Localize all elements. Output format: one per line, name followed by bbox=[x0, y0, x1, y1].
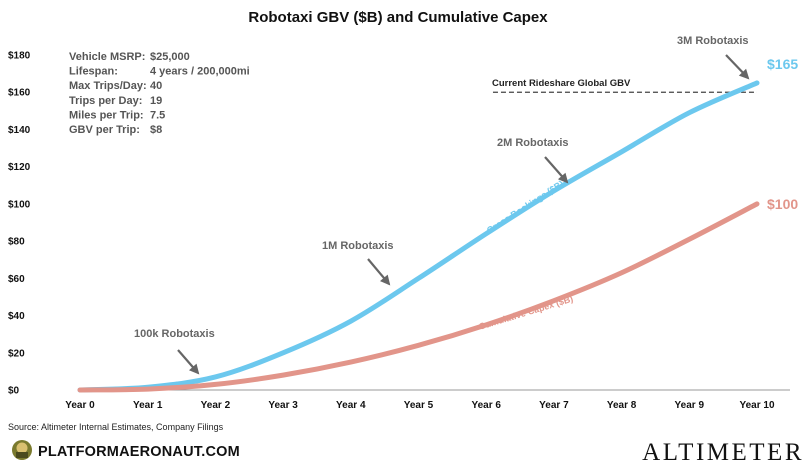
y-axis-ticks: $0 $20 $40 $60 $80 $100 $120 $140 $160 $180 bbox=[8, 51, 31, 397]
y-tick-label: $80 bbox=[8, 237, 25, 248]
y-tick-label: $0 bbox=[8, 386, 20, 397]
robotaxi-annotation: 3M Robotaxis bbox=[677, 35, 749, 47]
series-inline-label: Gross Bookings ($B) bbox=[485, 178, 566, 235]
series-end-label: $100 bbox=[767, 196, 798, 212]
y-tick-label: $100 bbox=[8, 199, 31, 210]
reference-line-label: Current Rideshare Global GBV bbox=[492, 78, 631, 89]
assumption-label: Lifespan: bbox=[69, 66, 118, 78]
capex-series-line bbox=[77, 201, 760, 393]
x-tick-label: Year 9 bbox=[675, 400, 705, 411]
x-tick-label: Year 2 bbox=[201, 400, 231, 411]
astronaut-body-icon bbox=[16, 452, 28, 458]
gbv-series-line bbox=[77, 80, 760, 393]
y-tick-label: $120 bbox=[8, 162, 31, 173]
platformaeronaut-logo bbox=[12, 440, 32, 460]
robotaxi-annotation: 2M Robotaxis bbox=[497, 137, 569, 149]
assumption-label: Max Trips/Day: bbox=[69, 80, 147, 92]
annotation-arrowhead-icon bbox=[188, 363, 200, 375]
x-tick-label: Year 10 bbox=[739, 400, 774, 411]
y-tick-label: $60 bbox=[8, 274, 25, 285]
annotation-arrowhead-icon bbox=[738, 68, 750, 80]
assumption-value: 40 bbox=[150, 80, 162, 92]
series-end-label: $165 bbox=[767, 56, 798, 72]
annotations-group: 100k Robotaxis 1M Robotaxis 2M Robotaxis 3M… bbox=[134, 35, 750, 375]
x-tick-label: Year 7 bbox=[539, 400, 569, 411]
x-tick-label: Year 1 bbox=[133, 400, 163, 411]
y-tick-label: $20 bbox=[8, 348, 25, 359]
assumption-value: 7.5 bbox=[150, 109, 165, 121]
assumption-label: GBV per Trip: bbox=[69, 124, 140, 136]
brand-right-logo: ALTIMETER bbox=[642, 439, 804, 466]
robotaxi-annotation: 100k Robotaxis bbox=[134, 328, 215, 340]
y-tick-label: $40 bbox=[8, 311, 25, 322]
brand-left: PLATFORMAERONAUT.COM bbox=[38, 444, 240, 460]
y-tick-label: $160 bbox=[8, 88, 31, 99]
assumption-label: Miles per Trip: bbox=[69, 109, 144, 121]
x-tick-label: Year 5 bbox=[404, 400, 434, 411]
assumptions-box: Vehicle MSRP: $25,000 Lifespan: 4 years / 2… bbox=[69, 51, 250, 136]
x-tick-label: Year 6 bbox=[471, 400, 501, 411]
assumption-value: $8 bbox=[150, 124, 162, 136]
x-tick-label: Year 4 bbox=[336, 400, 366, 411]
x-tick-label: Year 3 bbox=[268, 400, 298, 411]
assumption-value: 19 bbox=[150, 95, 162, 107]
annotation-arrowhead-icon bbox=[557, 172, 569, 184]
source-note: Source: Altimeter Internal Estimates, Co… bbox=[8, 422, 224, 432]
reference-line-group: Current Rideshare Global GBV bbox=[492, 78, 757, 93]
assumption-label: Trips per Day: bbox=[69, 95, 142, 107]
y-tick-label: $140 bbox=[8, 125, 31, 136]
y-tick-label: $180 bbox=[8, 51, 31, 62]
astronaut-helmet-icon bbox=[16, 442, 28, 454]
chart-title: Robotaxi GBV ($B) and Cumulative Capex bbox=[248, 9, 548, 26]
assumption-value: 4 years / 200,000mi bbox=[150, 66, 250, 78]
x-tick-label: Year 0 bbox=[65, 400, 95, 411]
x-tick-label: Year 8 bbox=[607, 400, 637, 411]
assumption-label: Vehicle MSRP: bbox=[69, 51, 145, 63]
series-inline-label: Cumulative Capex ($B) bbox=[478, 294, 575, 332]
robotaxi-annotation: 1M Robotaxis bbox=[322, 240, 394, 252]
annotation-arrowhead-icon bbox=[380, 274, 391, 286]
x-axis-ticks: Year 0 Year 1 Year 2 Year 3 Year 4 Year 5 Year… bbox=[65, 400, 775, 411]
assumption-value: $25,000 bbox=[150, 51, 190, 63]
